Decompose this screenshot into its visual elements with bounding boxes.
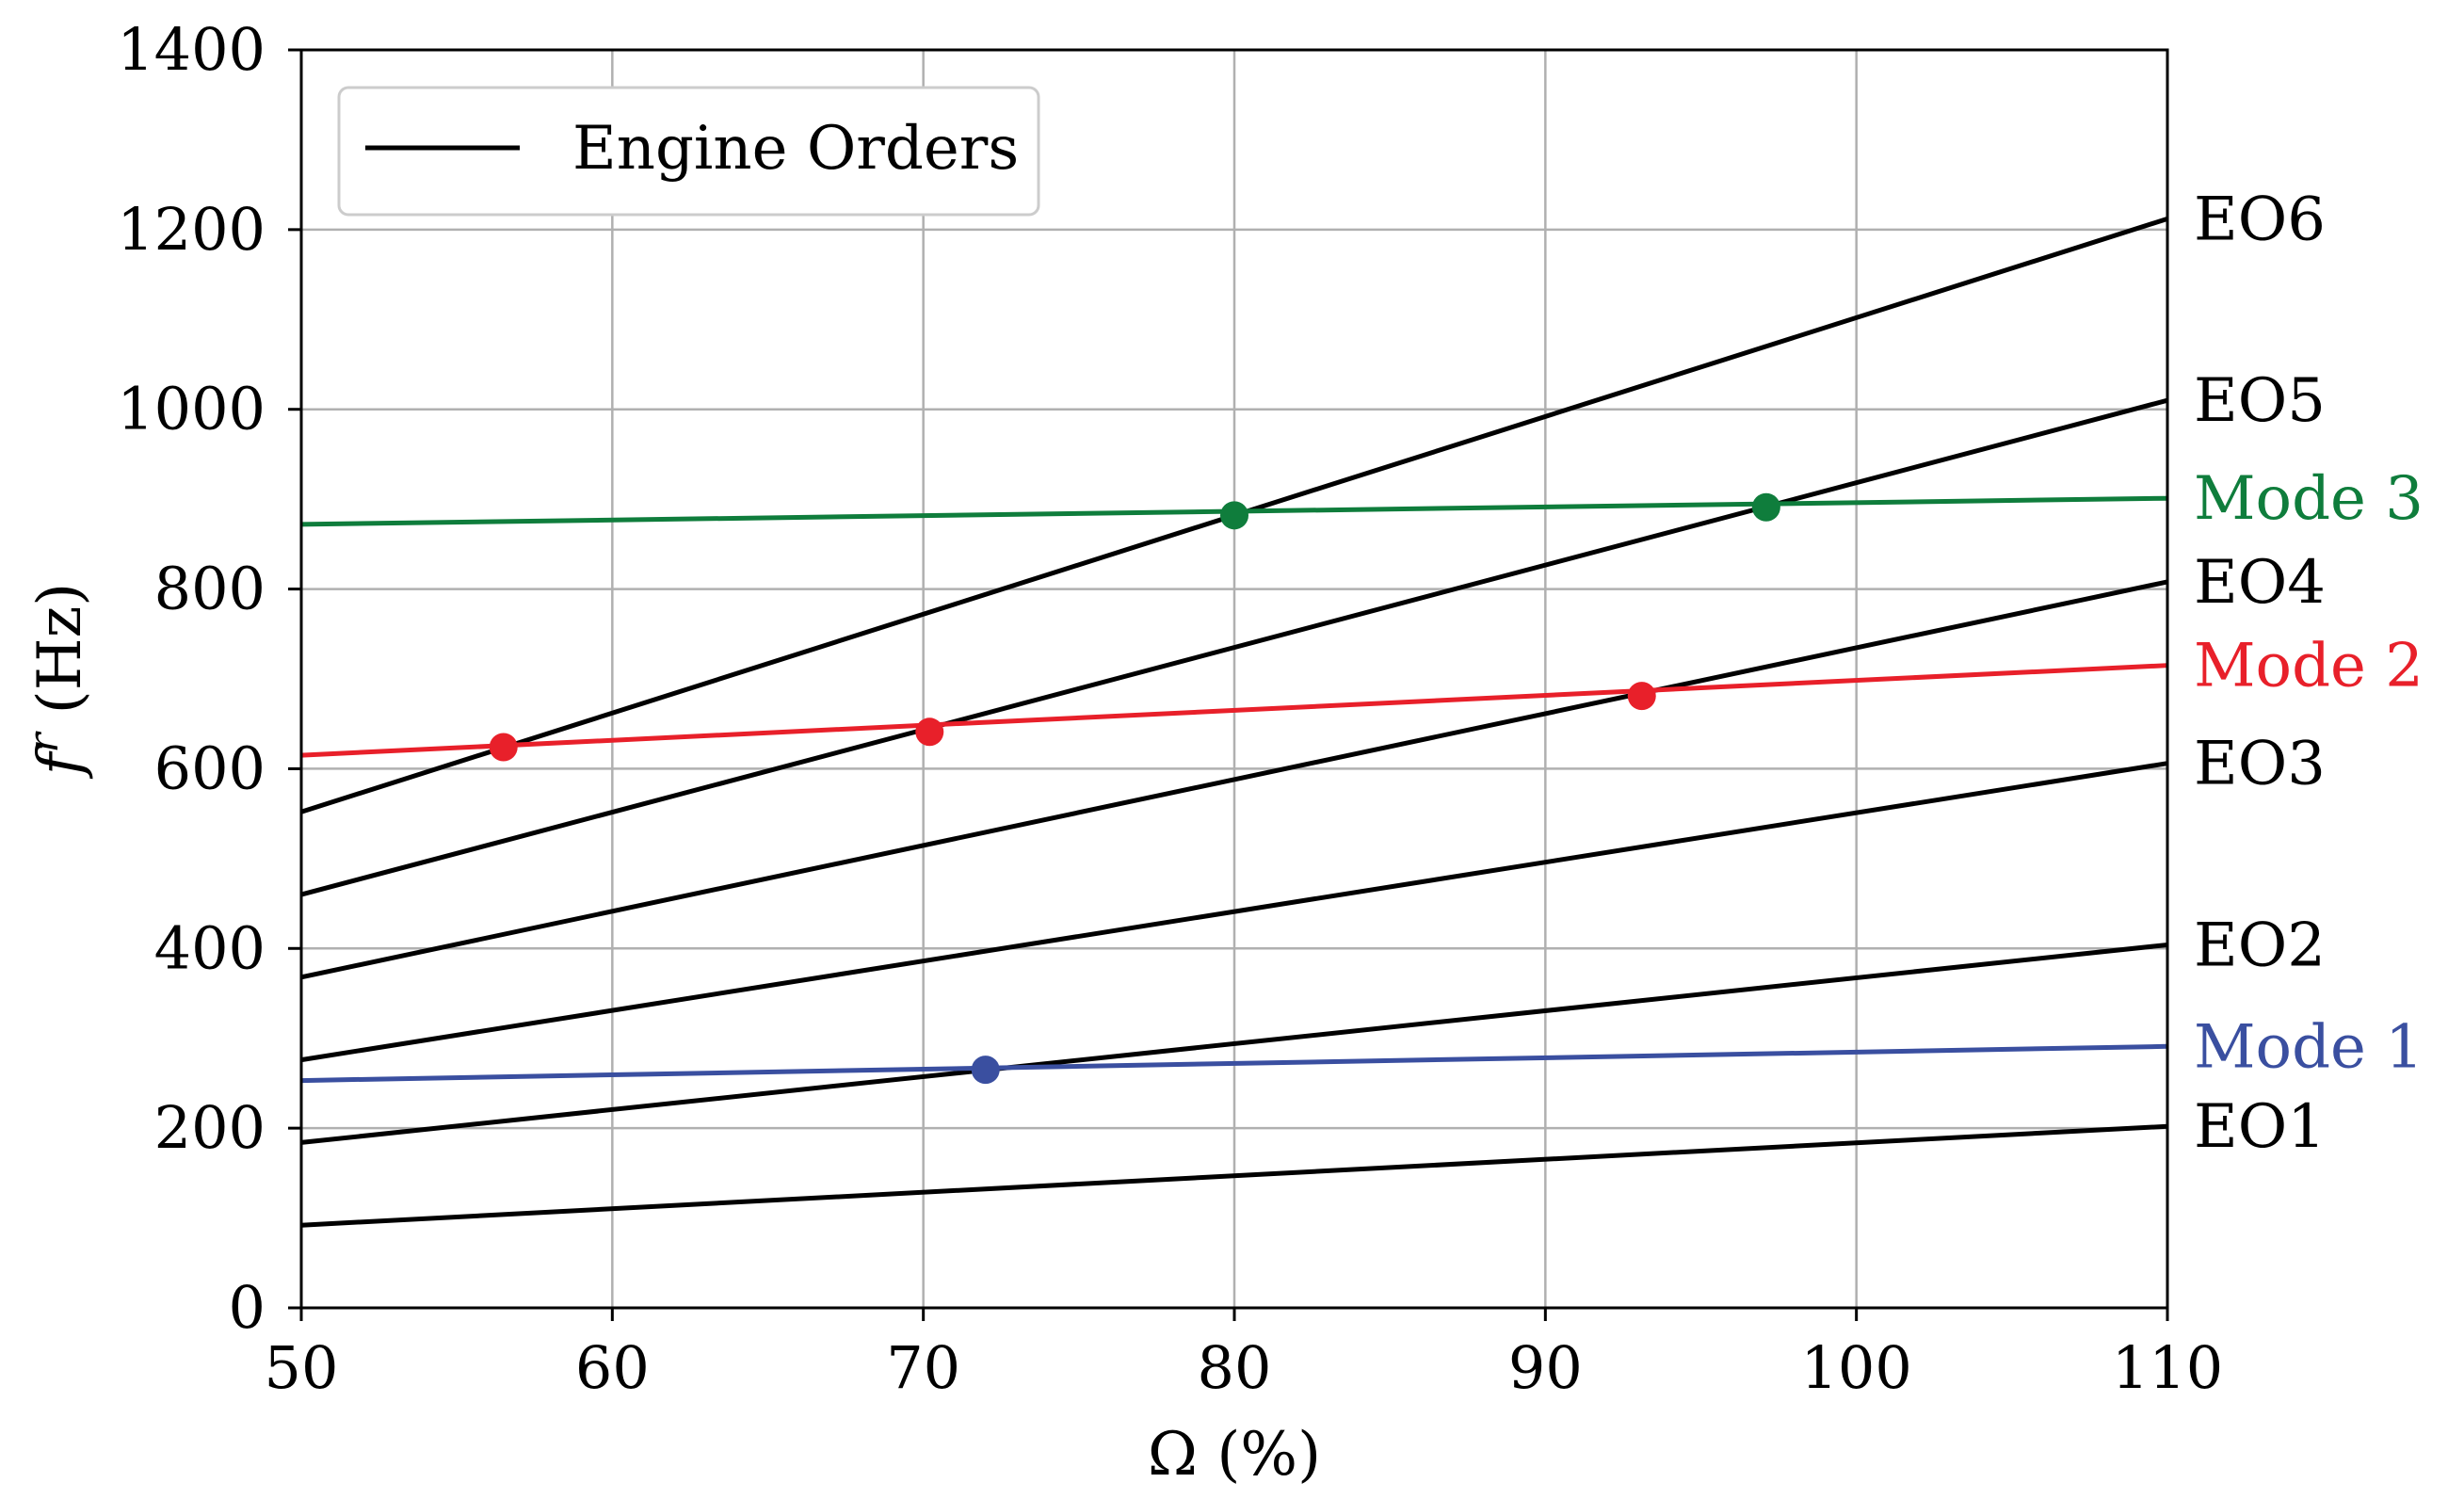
- y-tick-label-800: 800: [154, 555, 266, 623]
- legend-label-engine-orders: Engine Orders: [572, 114, 1019, 184]
- series-label-eo3: EO3: [2194, 730, 2326, 799]
- series-label-eo5: EO5: [2194, 366, 2326, 436]
- x-tick-label-80: 80: [1198, 1333, 1272, 1402]
- x-tick-label-50: 50: [265, 1333, 339, 1402]
- x-tick-label-70: 70: [886, 1333, 960, 1402]
- legend-box: [337, 86, 1040, 217]
- series-label-eo6: EO6: [2194, 185, 2326, 254]
- x-tick-label-90: 90: [1508, 1333, 1583, 1402]
- series-line-eo4: [300, 579, 2168, 980]
- series-line-eo3: [300, 761, 2168, 1063]
- x-tick-label-100: 100: [1800, 1333, 1911, 1402]
- legend: Engine Orders: [337, 86, 1040, 217]
- crossing-point-5: [1220, 501, 1248, 530]
- y-tick-label-400: 400: [154, 913, 266, 982]
- series-label-eo2: EO2: [2194, 911, 2326, 980]
- y-tick-label-200: 200: [154, 1093, 266, 1162]
- series-line-eo5: [300, 397, 2168, 897]
- y-tick-label-1400: 1400: [117, 15, 266, 84]
- y-tick-label-1200: 1200: [117, 195, 266, 264]
- crossing-point-1: [971, 1056, 1000, 1085]
- crossing-point-2: [489, 733, 518, 762]
- x-tick-label-110: 110: [2112, 1333, 2223, 1402]
- crossing-point-6: [1751, 492, 1780, 522]
- y-tick-label-600: 600: [154, 733, 266, 802]
- series-line-mode-1: [300, 1043, 2168, 1084]
- crossing-point-4: [1627, 682, 1656, 711]
- x-axis-label: Ω (%): [1148, 1420, 1321, 1490]
- series-line-eo1: [300, 1123, 2168, 1228]
- axis-ticks: 50 60 70 80 90 100 110 0 200 400 600 800 1000 1200 140…: [117, 15, 2223, 1402]
- y-axis-label: fr (Hz): [20, 583, 95, 780]
- series-label-mode-2: Mode 2: [2194, 632, 2424, 701]
- y-tick-label-1000: 1000: [117, 375, 266, 443]
- series-label-mode-1: Mode 1: [2194, 1012, 2424, 1082]
- series-line-mode-2: [300, 663, 2168, 758]
- series-label-mode-3: Mode 3: [2194, 464, 2424, 534]
- y-tick-label-0: 0: [229, 1273, 266, 1342]
- series-label-eo1: EO1: [2194, 1092, 2326, 1162]
- crossing-point-3: [915, 717, 944, 747]
- series-line-eo2: [300, 942, 2168, 1145]
- series-label-eo4: EO4: [2194, 548, 2326, 618]
- x-tick-label-60: 60: [575, 1333, 650, 1402]
- plot-area: EO1 EO2 EO3 EO4 EO5 EO6 Mode 1 Mode 2 Mode 3: [300, 185, 2424, 1228]
